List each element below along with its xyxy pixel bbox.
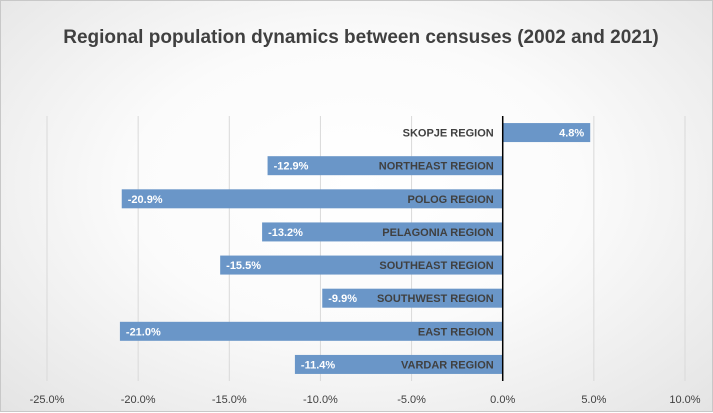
bar — [294, 354, 503, 374]
category-label: SOUTHWEST REGION — [377, 293, 494, 305]
bar — [502, 123, 591, 143]
chart-title: Regional population dynamics between cen… — [63, 27, 659, 48]
data-label: -15.5% — [226, 260, 261, 272]
data-label: -20.9% — [128, 194, 163, 206]
category-label: EAST REGION — [418, 326, 494, 338]
data-label: -21.0% — [126, 326, 161, 338]
bar — [322, 288, 503, 308]
bar — [220, 255, 503, 275]
category-label: NORTHEAST REGION — [379, 161, 494, 173]
x-tick-label: 10.0% — [669, 394, 700, 406]
data-label: -13.2% — [268, 227, 303, 239]
x-tick-label: -15.0% — [212, 394, 247, 406]
category-label: SOUTHEAST REGION — [379, 260, 493, 272]
bar — [267, 156, 503, 176]
x-tick-label: -5.0% — [397, 394, 426, 406]
category-label: PELAGONIA REGION — [382, 227, 493, 239]
x-tick-label: 0.0% — [490, 394, 515, 406]
category-label: POLOG REGION — [408, 194, 494, 206]
bar — [119, 321, 503, 341]
data-label: -11.4% — [301, 359, 335, 371]
data-label: -12.9% — [274, 161, 309, 173]
bar — [121, 189, 503, 209]
x-tick-label: -10.0% — [303, 394, 338, 406]
x-tick-label: -25.0% — [30, 394, 65, 406]
data-label: 4.8% — [559, 128, 584, 140]
category-label: SKOPJE REGION — [403, 128, 494, 140]
x-tick-label: -20.0% — [121, 394, 156, 406]
data-label: -9.9% — [328, 293, 357, 305]
x-tick-label: 5.0% — [581, 394, 606, 406]
category-label: VARDAR REGION — [401, 359, 494, 371]
bar — [262, 222, 503, 242]
